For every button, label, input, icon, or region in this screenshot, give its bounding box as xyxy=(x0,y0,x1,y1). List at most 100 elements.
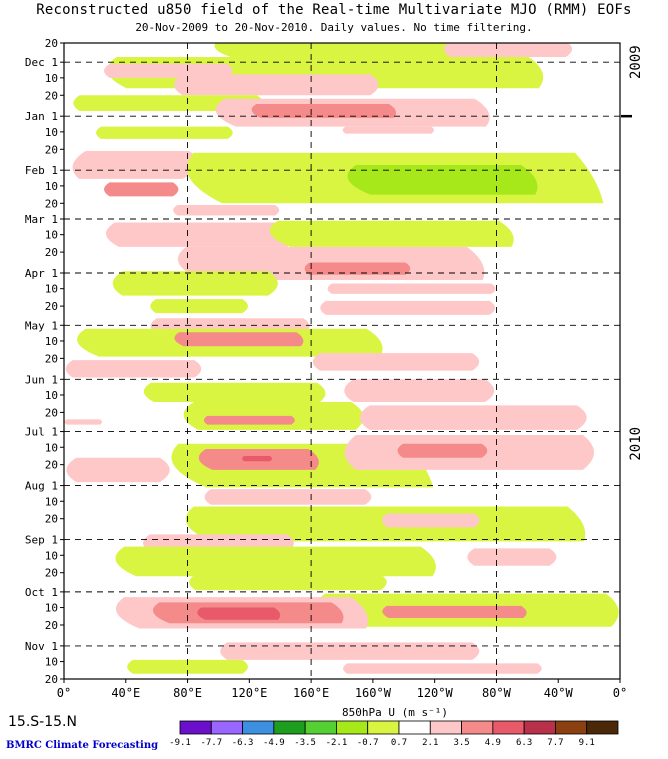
contour-band-easterly-mod xyxy=(397,443,488,458)
contour-band-westerly-weak xyxy=(189,574,387,591)
y-tick-label: Mar 1 xyxy=(25,213,58,226)
x-tick-label: 40°E xyxy=(111,686,140,700)
contour-band-easterly-weak xyxy=(65,360,202,378)
y-tick-label: Jun 1 xyxy=(25,373,58,386)
colorbar-level-label: -2.1 xyxy=(326,738,348,748)
y-tick-label: 10 xyxy=(45,602,58,615)
contour-bands xyxy=(64,43,619,674)
contour-band-easterly-weak xyxy=(66,457,170,483)
contour-band-easterly-weak xyxy=(312,353,480,371)
x-tick-label: 120°E xyxy=(231,686,267,700)
colorbar-swatch xyxy=(523,720,556,735)
y-tick-label: Apr 1 xyxy=(25,267,58,280)
y-tick-label: 10 xyxy=(45,126,58,139)
y-tick-label: 20 xyxy=(45,513,58,526)
x-tick-label: 0° xyxy=(57,686,71,700)
y-tick-label: 10 xyxy=(45,495,58,508)
colorbar-level-label: -4.9 xyxy=(263,738,285,748)
colorbar-swatch xyxy=(492,720,525,735)
colorbar-level-label: -6.3 xyxy=(232,738,254,748)
contour-band-easterly-weak xyxy=(443,43,573,57)
colorbar-level-label: 2.1 xyxy=(422,738,438,748)
colorbar-swatch xyxy=(336,720,369,735)
contour-band-easterly-weak xyxy=(174,74,379,96)
contour-band-easterly-weak xyxy=(343,663,542,674)
contour-band-easterly-weak xyxy=(173,205,280,216)
x-tick-label: 40°W xyxy=(544,686,574,700)
y-tick-label: 20 xyxy=(45,619,58,632)
y-tick-label: 20 xyxy=(45,673,58,686)
y-tick-label: 20 xyxy=(45,37,58,50)
colorbar-level-label: 3.5 xyxy=(453,738,469,748)
y-tick-label: 20 xyxy=(45,567,58,580)
y-tick-label: Oct 1 xyxy=(25,586,58,599)
colorbar: -9.1 -7.7 -6.3 -4.9 -3.5 -2.1 -0.7 0.7 2.1 3.5 4.9… xyxy=(169,720,619,748)
x-tick-label: 120°W xyxy=(417,686,454,700)
contour-band-westerly-weak xyxy=(112,271,278,296)
y-tick-label: May 1 xyxy=(25,319,58,332)
y-tick-label: Jan 1 xyxy=(25,110,58,123)
chart-subtitle: 20-Nov-2009 to 20-Nov-2010. Daily values… xyxy=(135,21,533,34)
credit-label: BMRC Climate Forecasting xyxy=(6,740,159,751)
y-tick-label: 10 xyxy=(45,656,58,669)
y-tick-label: 20 xyxy=(45,300,58,313)
contour-band-westerly-weak xyxy=(214,43,461,57)
contour-band-easterly-mod xyxy=(203,415,295,425)
contour-band-easterly-mod xyxy=(304,262,411,275)
contour-band-westerly-mod xyxy=(347,164,538,195)
y-tick-label: 20 xyxy=(45,89,58,102)
contour-band-easterly-mod xyxy=(104,182,179,197)
colorbar-level-label: 9.1 xyxy=(579,738,595,748)
y-tick-label: Aug 1 xyxy=(25,480,58,493)
colorbar-level-label: -7.7 xyxy=(200,738,222,748)
chart-title: Reconstructed u850 field of the Real-tim… xyxy=(36,2,632,18)
dashed-grid xyxy=(64,43,620,679)
colorbar-swatch xyxy=(304,720,337,735)
contour-band-easterly-weak xyxy=(320,300,496,315)
contour-band-easterly-weak xyxy=(105,222,295,247)
colorbar-swatch xyxy=(555,720,588,735)
y-tick-label: 20 xyxy=(45,246,58,259)
plot-frame xyxy=(63,42,621,680)
x-tick-label: 80°E xyxy=(173,686,202,700)
contour-band-westerly-weak xyxy=(115,546,436,577)
y-tick-label: 10 xyxy=(45,229,58,242)
year-labels: 2009 2010 xyxy=(621,45,644,461)
colorbar-level-label: -0.7 xyxy=(357,738,379,748)
colorbar-level-label: 4.9 xyxy=(485,738,501,748)
colorbar-level-label: -3.5 xyxy=(294,738,316,748)
x-axis: 0° 40°E 80°E 120°E 160°E 160°W 120°W 80°W 40°W 0° xyxy=(57,679,627,700)
contour-band-easterly-weak xyxy=(467,548,557,566)
contour-band-easterly-strong xyxy=(242,455,272,462)
x-tick-label: 0° xyxy=(613,686,627,700)
y-tick-label: Jul 1 xyxy=(25,426,58,439)
y-tick-label: 10 xyxy=(45,335,58,348)
x-tick-label: 80°W xyxy=(482,686,512,700)
y-tick-label: Sep 1 xyxy=(25,534,58,547)
y-tick-label: 20 xyxy=(45,406,58,419)
y-tick-label: 10 xyxy=(45,441,58,454)
colorbar-swatch xyxy=(398,720,431,735)
colorbar-swatch xyxy=(429,720,462,735)
contour-band-westerly-weak xyxy=(96,126,233,139)
colorbar-level-label: 0.7 xyxy=(391,738,407,748)
y-tick-label: 10 xyxy=(45,549,58,562)
x-tick-label: 160°E xyxy=(293,686,329,700)
colorbar-level-label: 7.7 xyxy=(547,738,563,748)
contour-band-easterly-mod xyxy=(251,103,397,118)
x-axis-label: 850hPa U (m s⁻¹) xyxy=(342,706,448,719)
y-tick-label: 20 xyxy=(45,197,58,210)
contour-band-easterly-weak xyxy=(344,379,495,402)
contour-band-easterly-strong xyxy=(197,607,281,620)
colorbar-swatch xyxy=(242,720,275,735)
y-tick-label: Nov 1 xyxy=(25,640,58,653)
contour-band-easterly-mod xyxy=(382,605,527,619)
y-axis: 20 Dec 1 10 20 Jan 1 10 20 Feb 1 10 20 Mar 1 10 20 Ap… xyxy=(25,37,64,686)
y-tick-label: 20 xyxy=(45,459,58,472)
y-tick-label: 20 xyxy=(45,143,58,156)
contour-band-easterly-weak xyxy=(64,419,103,425)
contour-band-easterly-weak xyxy=(204,489,372,505)
year-label: 2010 xyxy=(628,427,644,461)
year-label: 2009 xyxy=(628,45,644,79)
